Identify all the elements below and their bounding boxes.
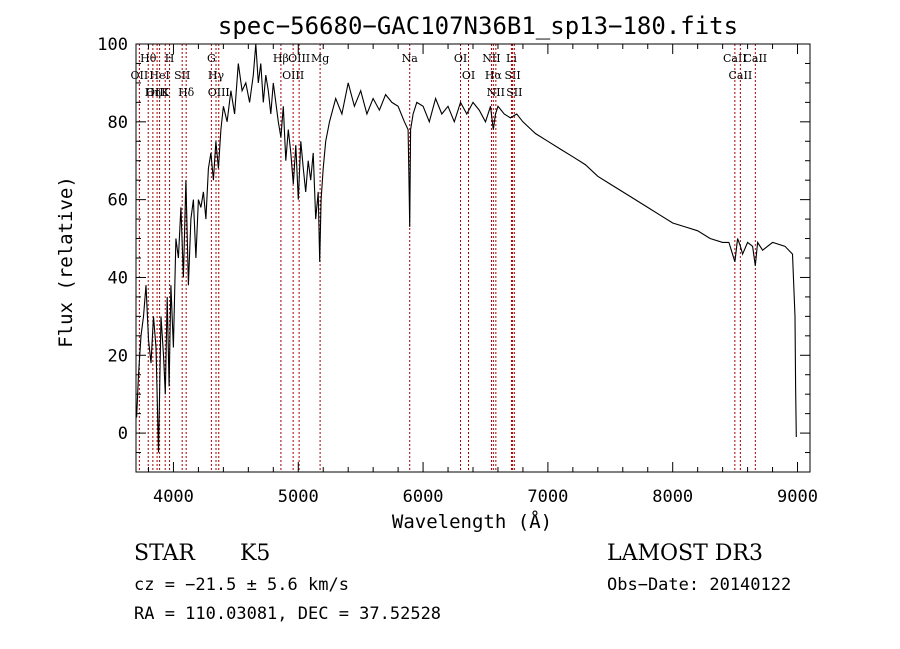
x-tick-label: 9000 [777, 487, 818, 507]
line-label: OII [131, 69, 149, 82]
line-label: Hγ [208, 69, 225, 82]
y-tick-label: 80 [108, 113, 128, 133]
line-label: Li [506, 52, 517, 65]
x-tick-label: 7000 [527, 487, 568, 507]
coordinates-text: RA = 110.03081, DEC = 37.52528 [134, 604, 441, 624]
x-tick-label: 6000 [403, 487, 444, 507]
x-tick-label: 4000 [153, 487, 194, 507]
y-tick-label: 100 [97, 35, 128, 55]
line-label: OIII [282, 69, 304, 82]
line-label: SII [504, 69, 520, 82]
survey-label: LAMOST DR3 [607, 541, 763, 566]
x-tick-label: 5000 [278, 487, 319, 507]
plot-frame [135, 43, 811, 473]
line-label: Hδ [178, 86, 195, 99]
line-label: Hα [485, 69, 503, 82]
chart-title: spec−56680−GAC107N36B1_sp13−180.fits [218, 12, 738, 40]
line-label: CaII [743, 52, 767, 65]
series-line-flux [136, 43, 797, 453]
line-label: G [207, 52, 216, 65]
y-tick-label: 0 [118, 424, 128, 444]
redshift-text: cz = −21.5 ± 5.6 km/s [134, 575, 349, 595]
line-label: NII [482, 52, 500, 65]
x-axis-label: Wavelength (Å) [392, 510, 552, 533]
object-subclass: K5 [240, 541, 270, 566]
object-class: STAR [134, 541, 196, 566]
y-tick-label: 20 [108, 346, 128, 366]
line-label: OIII [288, 52, 310, 65]
line-label: Hη [145, 86, 161, 99]
line-label: SII [174, 69, 190, 82]
line-label: H [165, 52, 175, 65]
line-label: OI [462, 69, 475, 82]
line-label: NII [487, 86, 505, 99]
line-label: HeI [149, 69, 169, 82]
line-label: CaII [729, 69, 753, 82]
y-tick-label: 40 [108, 268, 128, 288]
line-label: OI [454, 52, 467, 65]
y-axis-label: Flux (relative) [55, 176, 77, 348]
obs-date-text: Obs−Date: 20140122 [607, 575, 791, 595]
flux-series [136, 43, 797, 453]
line-label: OIII [208, 86, 230, 99]
line-label: SII [506, 86, 522, 99]
line-label: K [161, 86, 170, 99]
line-label: OIII [146, 86, 168, 99]
x-tick-label: 8000 [652, 487, 693, 507]
axis-ticks: 4000 5000 6000 7000 8000 9000 0 20 40 60 80 100 [97, 35, 818, 507]
line-label: Hβ [273, 52, 289, 65]
y-tick-label: 60 [108, 191, 128, 211]
line-label: Hθ [140, 52, 157, 65]
line-label: Na [402, 52, 419, 65]
line-label: Mg [311, 52, 329, 65]
